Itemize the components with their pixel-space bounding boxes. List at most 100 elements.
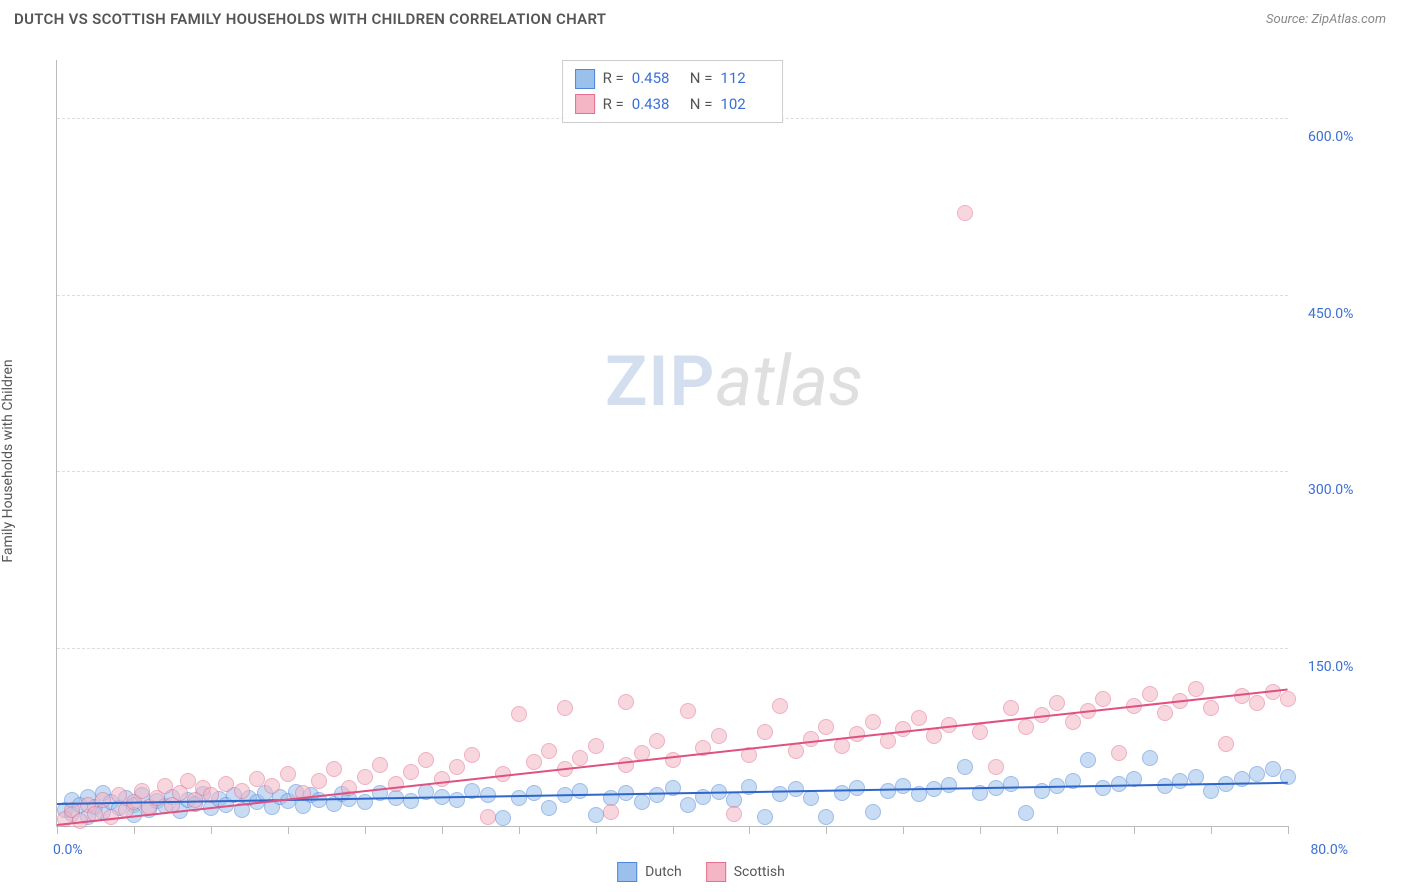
data-point — [172, 785, 188, 801]
data-point — [195, 780, 211, 796]
data-point — [803, 790, 819, 806]
x-tick — [211, 826, 212, 834]
data-point — [249, 771, 265, 787]
data-point — [280, 793, 296, 809]
x-tick — [749, 826, 750, 834]
data-point — [772, 786, 788, 802]
chart-title: DUTCH VS SCOTTISH FAMILY HOUSEHOLDS WITH… — [14, 10, 606, 28]
data-point — [603, 790, 619, 806]
data-point — [449, 759, 465, 775]
data-point — [634, 794, 650, 810]
data-point — [911, 710, 927, 726]
data-point — [957, 759, 973, 775]
x-tick — [673, 826, 674, 834]
data-point — [726, 792, 742, 808]
y-tick-label: 150.0% — [1308, 659, 1353, 675]
data-point — [895, 778, 911, 794]
data-point — [834, 785, 850, 801]
x-tick — [980, 826, 981, 834]
x-tick — [826, 826, 827, 834]
n-value-scottish: 102 — [720, 92, 770, 118]
data-point — [1280, 691, 1296, 707]
trend-line — [57, 688, 1288, 826]
data-point — [757, 809, 773, 825]
data-point — [941, 777, 957, 793]
data-point — [1018, 805, 1034, 821]
data-point — [234, 783, 250, 799]
x-tick — [288, 826, 289, 834]
data-point — [1095, 780, 1111, 796]
gridline — [57, 471, 1288, 472]
data-point — [1065, 714, 1081, 730]
data-point — [1234, 688, 1250, 704]
data-point — [926, 728, 942, 744]
data-point — [541, 800, 557, 816]
data-point — [403, 764, 419, 780]
data-point — [557, 700, 573, 716]
data-point — [1095, 691, 1111, 707]
r-label: R = — [603, 66, 624, 92]
data-point — [1080, 752, 1096, 768]
data-point — [95, 785, 111, 801]
data-point — [218, 776, 234, 792]
n-label: N = — [690, 66, 713, 92]
legend-item-scottish: Scottish — [706, 862, 785, 882]
data-point — [80, 797, 96, 813]
chart-header: DUTCH VS SCOTTISH FAMILY HOUSEHOLDS WITH… — [0, 0, 1406, 32]
data-point — [618, 757, 634, 773]
watermark-part2: atlas — [715, 341, 863, 423]
data-point — [157, 778, 173, 794]
correlation-row-scottish: R = 0.438 N = 102 — [575, 92, 771, 118]
legend-label-scottish: Scottish — [734, 864, 785, 880]
data-point — [880, 733, 896, 749]
data-point — [418, 752, 434, 768]
data-point — [1003, 776, 1019, 792]
chart-container: Family Households with Children ZIPatlas… — [14, 40, 1388, 882]
x-tick-label: 80.0% — [1310, 842, 1348, 858]
data-point — [865, 714, 881, 730]
data-point — [680, 703, 696, 719]
data-point — [311, 773, 327, 789]
legend-label-dutch: Dutch — [645, 864, 682, 880]
data-point — [726, 806, 742, 822]
x-tick — [1288, 826, 1289, 834]
data-point — [1049, 695, 1065, 711]
data-point — [1188, 681, 1204, 697]
x-tick — [1134, 826, 1135, 834]
data-point — [865, 804, 881, 820]
data-point — [357, 769, 373, 785]
data-point — [972, 724, 988, 740]
data-point — [1203, 700, 1219, 716]
data-point — [772, 698, 788, 714]
data-point — [264, 778, 280, 794]
data-point — [588, 807, 604, 823]
gridline — [57, 295, 1288, 296]
data-point — [480, 809, 496, 825]
data-point — [818, 809, 834, 825]
x-tick — [1057, 826, 1058, 834]
data-point — [1142, 686, 1158, 702]
data-point — [403, 793, 419, 809]
watermark-part1: ZIP — [605, 341, 715, 423]
series-legend: Dutch Scottish — [617, 862, 785, 882]
data-point — [572, 750, 588, 766]
data-point — [126, 797, 142, 813]
y-tick-label: 450.0% — [1308, 306, 1353, 322]
r-label: R = — [603, 92, 624, 118]
n-value-dutch: 112 — [720, 66, 770, 92]
legend-item-dutch: Dutch — [617, 862, 682, 882]
source-prefix: Source: — [1266, 12, 1311, 27]
y-axis-label: Family Households with Children — [0, 359, 16, 562]
x-tick — [519, 826, 520, 834]
r-value-dutch: 0.458 — [632, 66, 682, 92]
source-name: ZipAtlas.com — [1311, 12, 1386, 27]
data-point — [1157, 705, 1173, 721]
data-point — [649, 787, 665, 803]
data-point — [449, 792, 465, 808]
swatch-scottish — [706, 862, 726, 882]
data-point — [818, 719, 834, 735]
data-point — [1172, 773, 1188, 789]
data-point — [1142, 750, 1158, 766]
x-tick — [442, 826, 443, 834]
data-point — [711, 728, 727, 744]
